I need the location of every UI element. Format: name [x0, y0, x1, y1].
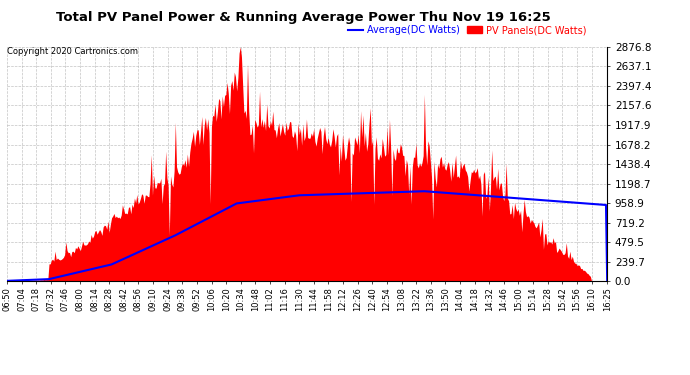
Text: Total PV Panel Power & Running Average Power Thu Nov 19 16:25: Total PV Panel Power & Running Average P…: [56, 11, 551, 24]
Legend: Average(DC Watts), PV Panels(DC Watts): Average(DC Watts), PV Panels(DC Watts): [344, 21, 591, 39]
Text: Copyright 2020 Cartronics.com: Copyright 2020 Cartronics.com: [7, 47, 138, 56]
